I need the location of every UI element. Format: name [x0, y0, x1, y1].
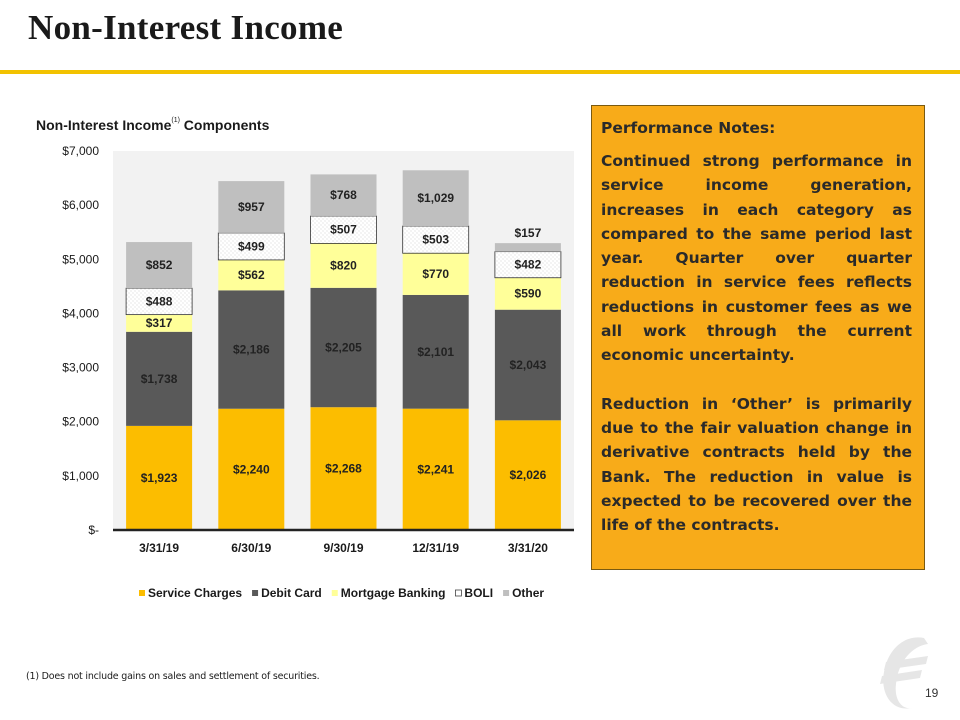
page-title: Non-Interest Income	[28, 8, 344, 47]
notes-heading: Performance Notes:	[601, 119, 776, 137]
data-label-other: $1,029	[417, 191, 454, 205]
data-label-boli: $488	[146, 294, 173, 308]
legend-label-debit-card: Debit Card	[261, 586, 322, 600]
legend-label-service-charges: Service Charges	[148, 586, 242, 600]
bar-service-charges	[218, 408, 285, 530]
notes-paragraph-1: Continued strong performance in service …	[601, 152, 912, 365]
bar-debit-card	[494, 309, 561, 421]
legend-swatch-boli	[455, 589, 462, 597]
bar-mortgage-banking	[218, 259, 285, 291]
bar-service-charges	[126, 425, 193, 530]
bar-debit-card	[402, 294, 469, 409]
y-tick-label: $3,000	[62, 361, 99, 375]
title-divider	[0, 70, 960, 74]
legend-swatch-other	[503, 590, 510, 596]
bar-mortgage-banking	[310, 243, 377, 288]
data-label-debit-card: $1,738	[141, 372, 178, 386]
data-label-boli: $503	[422, 233, 449, 247]
bar-mortgage-banking	[494, 277, 561, 310]
y-tick-label: $6,000	[62, 198, 99, 212]
chart-title-main: Non-Interest Income	[36, 117, 172, 133]
data-label-mortgage-banking: $590	[515, 287, 542, 301]
data-label-other: $157	[515, 226, 542, 240]
data-label-mortgage-banking: $770	[422, 267, 449, 281]
bar-service-charges	[310, 407, 377, 530]
y-tick-label: $1,000	[62, 469, 99, 483]
bar-other	[310, 174, 377, 216]
data-label-debit-card: $2,186	[233, 343, 270, 357]
x-tick-label: 6/30/19	[231, 541, 271, 555]
data-label-service-charges: $2,268	[325, 462, 362, 476]
y-tick-label: $-	[88, 523, 99, 537]
euro-style-logo-icon	[880, 637, 928, 709]
data-label-mortgage-banking: $562	[238, 268, 265, 282]
bar-debit-card	[218, 290, 285, 409]
notes-paragraph-2: Reduction in ‘Other’ is primarily due to…	[601, 394, 912, 535]
data-label-service-charges: $2,026	[510, 468, 547, 482]
legend-label-other: Other	[512, 586, 544, 600]
bar-debit-card	[126, 331, 193, 426]
bar-boli	[310, 215, 377, 244]
bar-other	[402, 170, 469, 226]
data-label-debit-card: $2,043	[510, 358, 547, 372]
data-label-other: $768	[330, 188, 357, 202]
data-label-boli: $499	[238, 239, 265, 253]
data-label-other: $852	[146, 258, 173, 272]
data-label-boli: $482	[515, 258, 542, 272]
y-tick-label: $5,000	[62, 252, 99, 266]
data-label-debit-card: $2,101	[417, 345, 454, 359]
legend-swatch-service-charges	[139, 590, 145, 596]
data-label-boli: $507	[330, 223, 357, 237]
x-tick-label: 9/30/19	[323, 541, 363, 555]
y-tick-label: $2,000	[62, 415, 99, 429]
chart-title-footnote-ref: (1)	[171, 117, 180, 125]
data-label-mortgage-banking: $820	[330, 259, 357, 273]
legend-label-mortgage-banking: Mortgage Banking	[341, 586, 446, 600]
data-label-service-charges: $2,240	[233, 462, 270, 476]
data-label-mortgage-banking: $317	[146, 316, 173, 330]
y-tick-label: $7,000	[62, 144, 99, 158]
chart-title-rest: Components	[179, 117, 270, 133]
y-tick-label: $4,000	[62, 306, 99, 320]
bar-other	[494, 243, 561, 252]
page-number: 19	[925, 686, 939, 700]
legend-swatch-debit-card	[252, 590, 259, 596]
footnote: (1) Does not include gains on sales and …	[26, 671, 320, 682]
bar-mortgage-banking	[402, 253, 469, 295]
bar-boli	[494, 251, 562, 279]
bar-boli	[402, 225, 470, 254]
bar-other	[218, 181, 285, 233]
data-label-other: $957	[238, 200, 265, 214]
x-tick-label: 12/31/19	[412, 541, 459, 555]
performance-notes-box: Performance Notes: Continued strong perf…	[591, 105, 925, 570]
data-label-service-charges: $1,923	[141, 471, 178, 485]
x-tick-label: 3/31/19	[139, 541, 179, 555]
data-label-service-charges: $2,241	[417, 462, 454, 476]
legend-label-boli: BOLI	[464, 586, 493, 600]
x-tick-label: 3/31/20	[508, 541, 548, 555]
bar-mortgage-banking	[126, 314, 193, 332]
data-label-debit-card: $2,205	[325, 341, 362, 355]
legend-swatch-mortgage-banking	[331, 590, 338, 596]
bar-service-charges	[494, 420, 561, 530]
bar-boli	[217, 232, 285, 261]
bar-service-charges	[402, 408, 469, 530]
bar-other	[126, 242, 193, 289]
bar-debit-card	[310, 287, 377, 408]
chart-title: Non-Interest Income(1) Components	[36, 117, 269, 133]
